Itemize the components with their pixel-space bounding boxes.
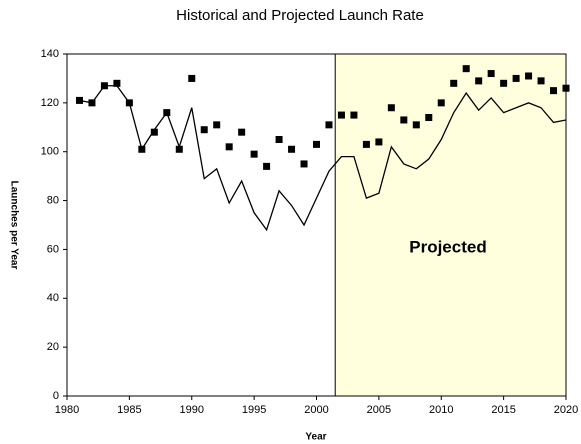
marker <box>213 121 221 129</box>
annotation: Projected <box>409 237 486 256</box>
marker <box>475 77 483 85</box>
y-tick-label: 60 <box>47 243 59 255</box>
chart-title: Historical and Projected Launch Rate <box>176 7 424 24</box>
line <box>79 85 567 232</box>
y-tick-label: 40 <box>47 292 59 304</box>
marker <box>437 99 445 107</box>
marker <box>313 140 320 148</box>
marker <box>400 116 408 124</box>
marker <box>337 111 345 119</box>
marker <box>300 160 308 168</box>
marker <box>150 128 158 136</box>
marker <box>412 121 420 129</box>
y-tick-label: 20 <box>47 341 59 353</box>
marker <box>238 128 246 136</box>
marker <box>288 145 296 153</box>
marker <box>200 126 208 134</box>
marker <box>425 114 433 122</box>
x-tick-label: 2020 <box>554 404 578 416</box>
x-tick-label: 1985 <box>117 404 141 416</box>
y-tick-label: 80 <box>47 194 59 206</box>
y-tick-label: 120 <box>41 97 59 109</box>
x-axis-label: Year <box>305 432 326 443</box>
x-tick-label: 2000 <box>304 404 328 416</box>
marker <box>537 77 545 85</box>
marker <box>350 111 358 119</box>
x-tick-label: 2015 <box>491 404 515 416</box>
y-axis-label: Launches per Year <box>8 181 19 270</box>
marker <box>500 79 508 87</box>
marker <box>462 65 470 73</box>
marker <box>387 104 395 112</box>
marker <box>225 143 233 151</box>
projected-region <box>334 53 567 397</box>
marker <box>375 138 383 146</box>
x-tick-label: 2010 <box>429 404 453 416</box>
marker <box>362 140 370 148</box>
marker <box>188 74 196 82</box>
y-tick-label: 0 <box>53 390 59 402</box>
x-tick-label: 2005 <box>367 404 391 416</box>
y-tick-label: 100 <box>41 146 59 158</box>
marker <box>525 72 533 80</box>
marker <box>450 79 458 87</box>
y-tick-label: 140 <box>41 48 59 60</box>
marker <box>175 145 183 153</box>
marker <box>275 136 283 143</box>
x-tick-label: 1995 <box>242 404 266 416</box>
marker <box>325 121 333 129</box>
marker <box>250 150 258 158</box>
marker <box>550 87 558 95</box>
marker <box>263 162 271 170</box>
x-tick-label: 1990 <box>180 404 204 416</box>
marker <box>487 70 495 78</box>
marker <box>562 84 570 92</box>
marker <box>512 74 520 82</box>
x-tick-label: 1980 <box>55 404 79 416</box>
marker <box>113 79 121 87</box>
